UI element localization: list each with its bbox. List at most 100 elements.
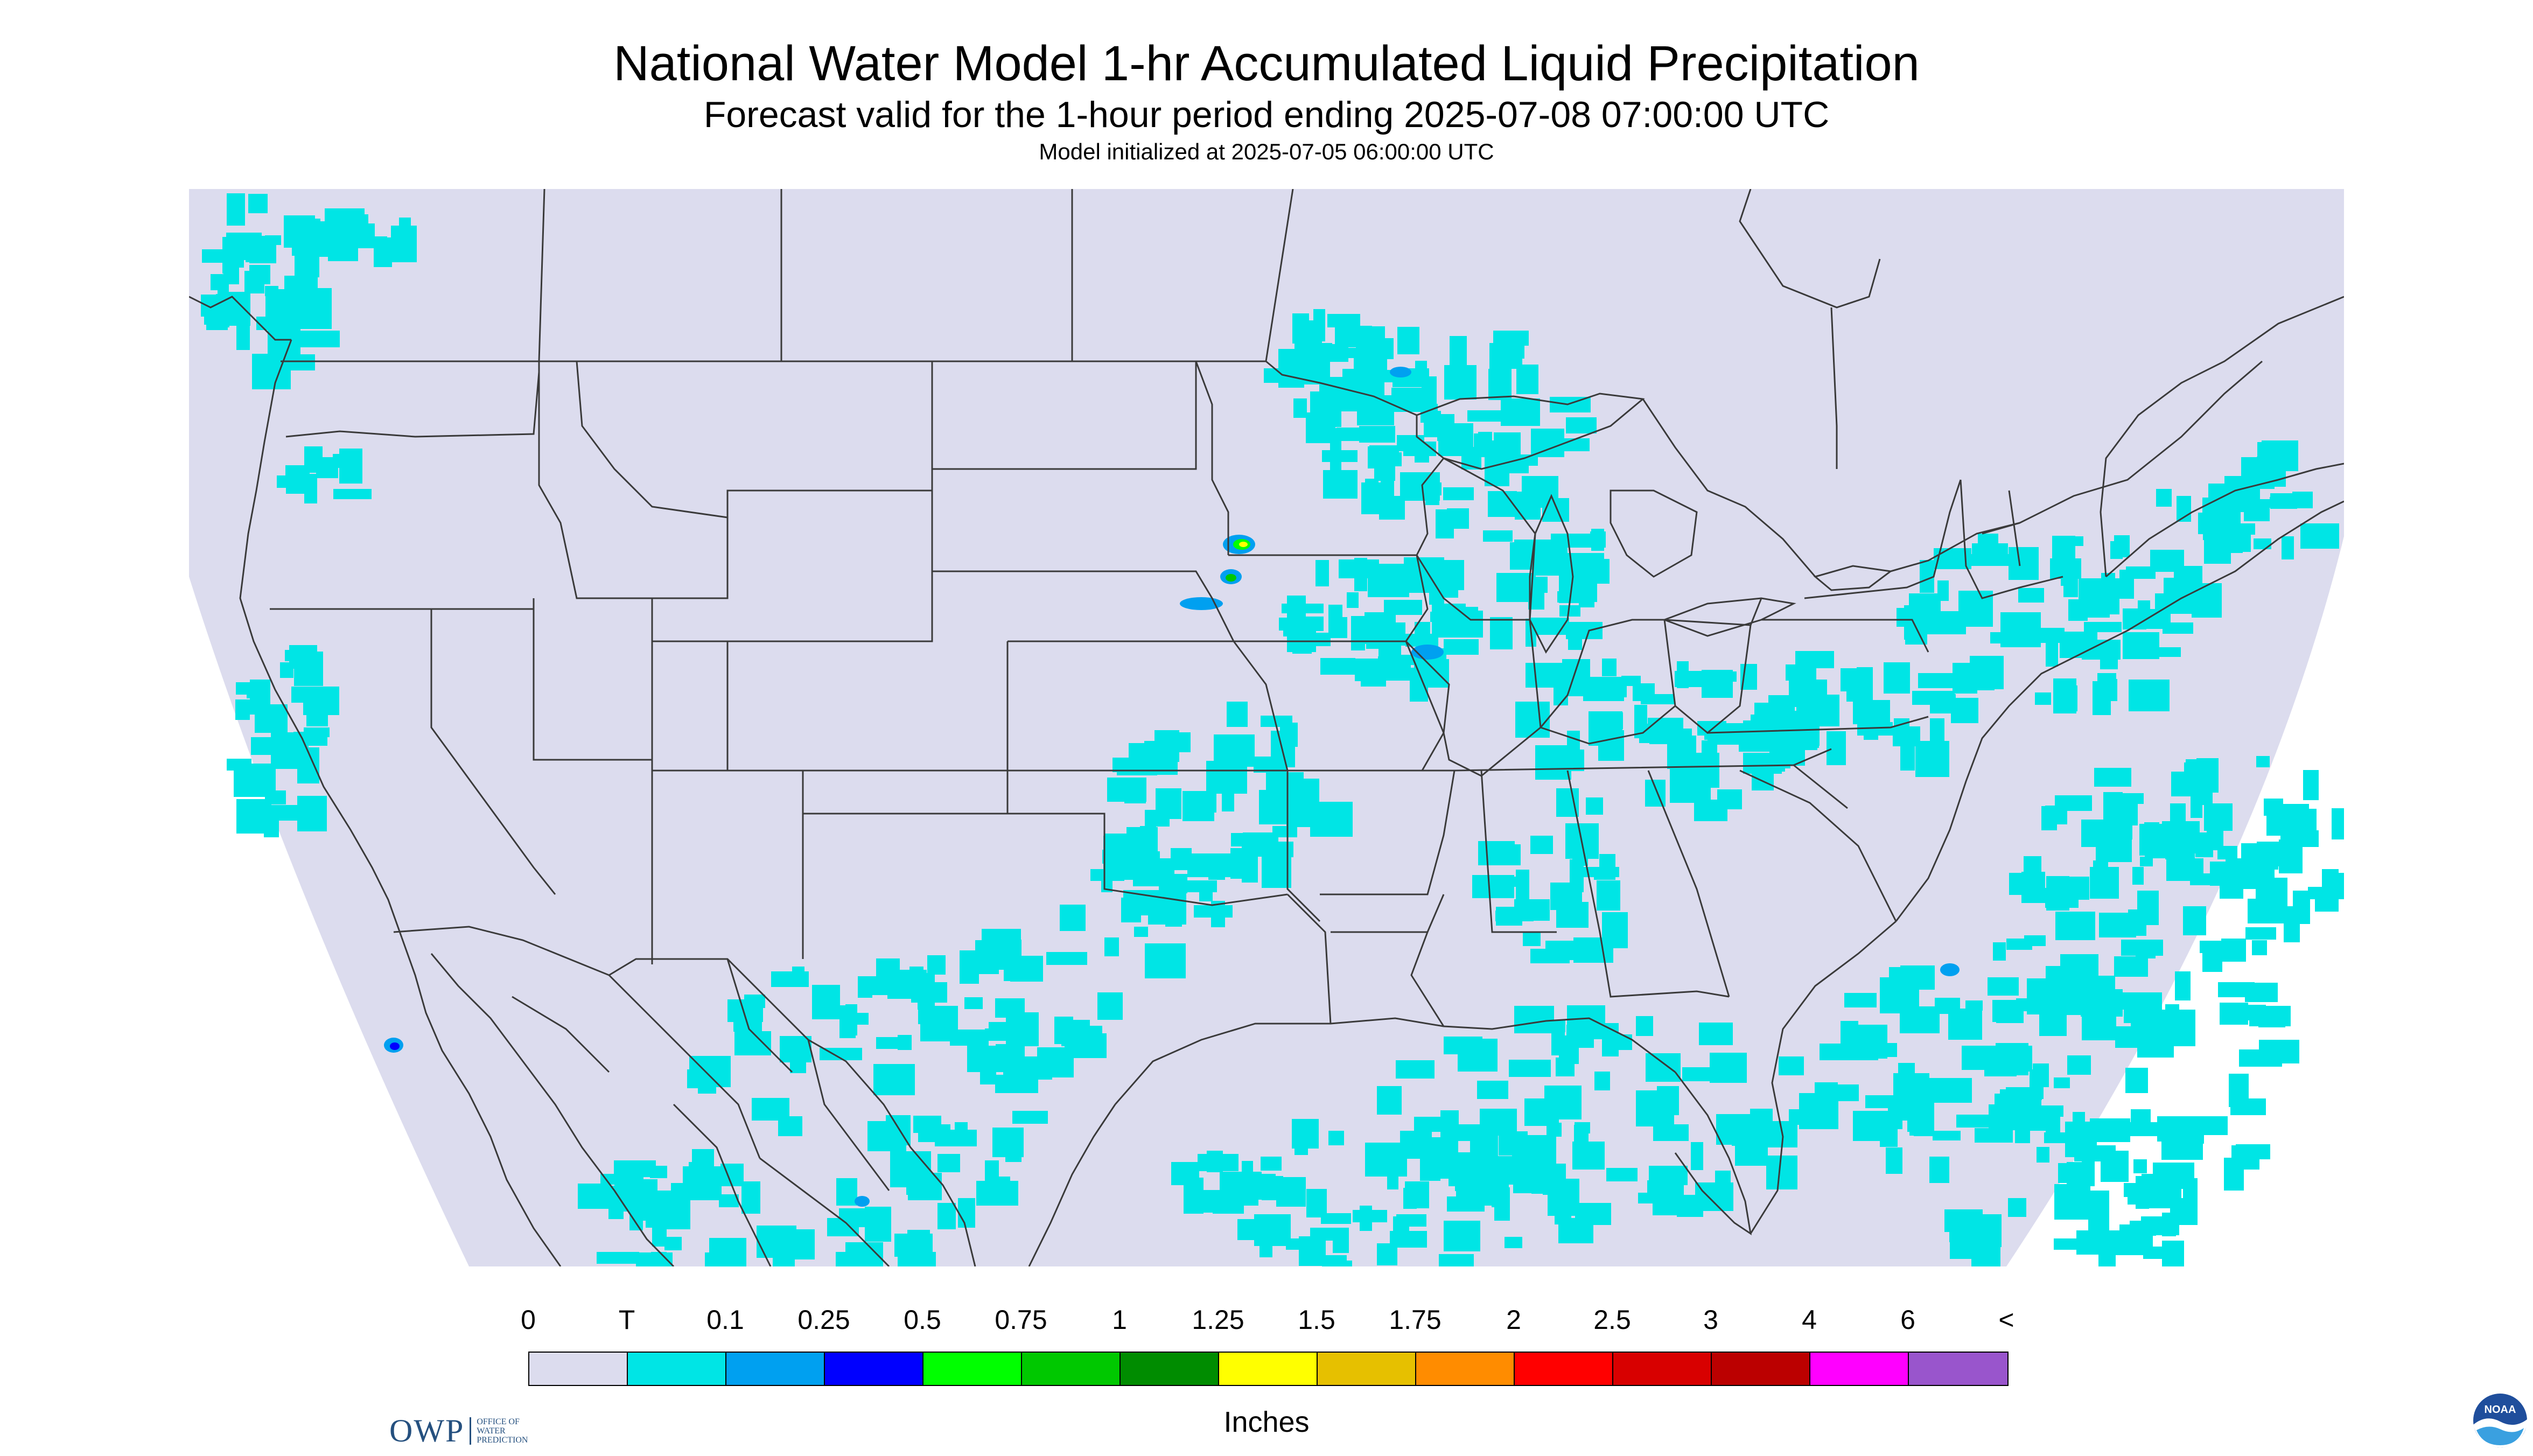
precip-cell xyxy=(1897,608,1935,627)
precip-cell xyxy=(867,1121,906,1151)
precip-cell xyxy=(1373,339,1387,358)
precip-cell xyxy=(683,1166,722,1200)
precip-cell xyxy=(2081,989,2123,1017)
precip-cell xyxy=(1321,1213,1351,1224)
precip-cell xyxy=(1148,890,1186,925)
precip-cell xyxy=(1929,1157,1949,1183)
precip-cell xyxy=(1122,851,1160,880)
precip-cell xyxy=(1900,965,1935,990)
precip-cell xyxy=(297,796,327,831)
precip-cell xyxy=(227,193,245,226)
precip-cell xyxy=(1779,1056,1804,1075)
precip-cell xyxy=(1375,665,1389,675)
legend-tick-label: T xyxy=(618,1305,635,1335)
precip-cell xyxy=(1397,327,1419,354)
precip-cell xyxy=(248,194,268,213)
precip-cell xyxy=(1198,1154,1238,1171)
precip-cell xyxy=(836,1178,857,1206)
precip-cell xyxy=(2055,795,2092,811)
heavy-precip-cell xyxy=(1390,367,1411,377)
precip-cell xyxy=(2257,442,2283,464)
precip-cell xyxy=(1214,734,1255,767)
precip-cell xyxy=(2121,992,2162,1010)
precip-cell xyxy=(792,967,804,977)
precip-cell xyxy=(2065,1122,2097,1157)
precip-cell xyxy=(873,1064,915,1095)
precip-cell xyxy=(1841,1021,1858,1054)
map-title: National Water Model 1-hr Accumulated Li… xyxy=(613,36,1920,91)
precip-cell xyxy=(1443,487,1474,500)
legend-colorbar xyxy=(528,1352,2009,1386)
precip-cell xyxy=(2113,1235,2153,1255)
precip-cell xyxy=(1328,1131,1344,1145)
precip-cell xyxy=(2061,565,2075,586)
precip-cell xyxy=(1061,1020,1090,1046)
precip-cell xyxy=(2165,1004,2179,1039)
precip-cell xyxy=(244,271,264,293)
precip-cell xyxy=(937,1203,956,1229)
state-nv-ut-az xyxy=(533,598,653,964)
precip-cell xyxy=(1501,335,1524,359)
precip-cell xyxy=(776,1229,815,1259)
precip-cell xyxy=(2245,927,2276,940)
precip-cell xyxy=(1636,1090,1674,1126)
heavier-precip-cells xyxy=(384,367,1960,1207)
precip-cell xyxy=(2100,658,2118,669)
precip-cell xyxy=(1444,639,1479,655)
model-init-subtitle: Model initialized at 2025-07-05 06:00:00… xyxy=(1039,139,1494,164)
precip-cell xyxy=(1568,639,1582,650)
precip-cell xyxy=(2264,799,2283,816)
precip-cell xyxy=(1555,553,1570,568)
legend-tick-label: 4 xyxy=(1802,1305,1817,1335)
legend-swatch xyxy=(825,1353,923,1385)
legend-swatch xyxy=(628,1353,726,1385)
precip-cell xyxy=(2094,768,2131,787)
heavy-precip-cell xyxy=(1226,574,1236,582)
precip-cell xyxy=(1488,369,1512,400)
precip-cell xyxy=(1012,1111,1048,1124)
owp-logo-line2: WATER xyxy=(477,1426,506,1436)
precip-cell xyxy=(1691,1142,1703,1170)
legend-tick-label: 2 xyxy=(1506,1305,1521,1335)
legend-swatch xyxy=(1121,1353,1219,1385)
legend-swatch xyxy=(923,1353,1022,1385)
legend-swatch xyxy=(1318,1353,1416,1385)
precip-cell xyxy=(2041,806,2057,830)
precip-cell xyxy=(1967,1056,1985,1067)
precip-cell xyxy=(752,1098,789,1121)
precip-cell xyxy=(2284,822,2308,840)
lake-huron xyxy=(1610,489,1698,578)
precip-cell xyxy=(1213,1194,1244,1214)
precip-cell xyxy=(1261,1157,1282,1171)
precip-cell xyxy=(1360,1206,1372,1231)
precip-cell xyxy=(1422,376,1437,408)
precip-cell xyxy=(2126,566,2156,579)
precip-cell xyxy=(2067,1055,2091,1075)
legend-swatch xyxy=(1022,1353,1121,1385)
precip-cell xyxy=(1759,720,1782,730)
precip-cell xyxy=(2037,1147,2049,1163)
precip-cell xyxy=(2033,1063,2049,1087)
state-nc-sc-va xyxy=(1707,716,1929,922)
precip-cell xyxy=(1492,1176,1509,1207)
precip-cell xyxy=(1713,1059,1739,1070)
precip-cell xyxy=(1544,1086,1582,1119)
precip-cell xyxy=(1243,832,1278,857)
precip-cell xyxy=(1413,1131,1427,1151)
precip-cell xyxy=(1316,560,1329,586)
precip-cell xyxy=(2110,841,2130,861)
precip-cell xyxy=(1548,1194,1576,1216)
precip-cell xyxy=(1351,616,1365,650)
precip-cell xyxy=(1182,791,1214,821)
precip-cell xyxy=(1414,1117,1445,1132)
precip-cell xyxy=(1523,1020,1565,1032)
precip-cell xyxy=(1912,691,1955,705)
precip-cell xyxy=(1653,1124,1689,1141)
precip-cell xyxy=(2303,770,2319,800)
precip-cell xyxy=(1550,883,1582,910)
precip-cell xyxy=(2130,1221,2158,1231)
precip-cell xyxy=(1574,1125,1589,1153)
precip-cell xyxy=(2084,622,2122,632)
precip-cell xyxy=(1535,745,1571,780)
legend-tick-label: < xyxy=(1998,1305,2014,1335)
